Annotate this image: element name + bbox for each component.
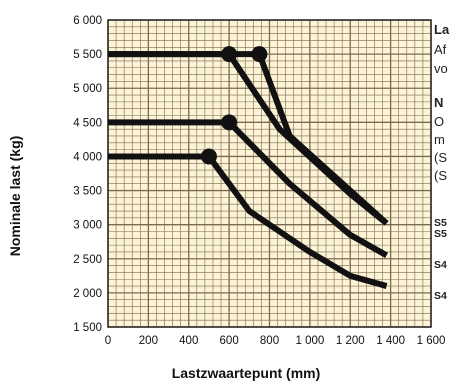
tick-labels: 1 500 2 000 2 500 3 000 3 500 4 000 4 500 5 000…	[73, 15, 445, 347]
side-line-1: Af	[434, 42, 447, 57]
y-tick-label: 4 000	[73, 151, 102, 163]
x-tick-label: 400	[179, 335, 198, 347]
side-heading: La	[434, 22, 450, 37]
series-line-3	[108, 119, 389, 258]
chart-grid	[107, 19, 432, 328]
series-marker-4	[200, 148, 217, 165]
x-axis-title: Lastzwaartepunt (mm)	[172, 365, 321, 381]
y-tick-label: 2 000	[73, 288, 102, 300]
series-line-4	[108, 153, 388, 289]
side-line-5: (S	[434, 150, 447, 165]
side-line-3: O	[434, 114, 445, 129]
y-axis-title: Nominale last (kg)	[7, 136, 23, 257]
x-tick-label: 200	[139, 335, 158, 347]
y-tick-label: 4 500	[73, 117, 102, 129]
series-marker-2	[221, 46, 238, 63]
y-tick-label: 1 500	[73, 322, 102, 334]
x-tick-label: 1 600	[417, 335, 446, 347]
series-label-d: S4	[434, 290, 447, 302]
y-tick-label: 5 500	[73, 49, 102, 61]
y-tick-label: 3 500	[73, 186, 102, 198]
side-line-2: vo	[434, 61, 448, 76]
series-line-2	[108, 51, 389, 226]
side-subheading: N	[434, 95, 444, 110]
x-tick-label: 600	[220, 335, 239, 347]
x-tick-label: 1 000	[295, 335, 324, 347]
side-line-6: (S	[434, 168, 447, 183]
y-tick-label: 5 000	[73, 83, 102, 95]
series-marker-3	[221, 114, 238, 131]
y-tick-label: 6 000	[73, 15, 102, 27]
x-tick-label: 1 200	[336, 335, 365, 347]
series-lines	[108, 46, 389, 289]
y-tick-label: 2 500	[73, 254, 102, 266]
x-tick-label: 0	[105, 335, 111, 347]
series-label-b: S5	[434, 228, 447, 240]
x-tick-label: 1 400	[376, 335, 405, 347]
y-tick-label: 3 000	[73, 220, 102, 232]
series-marker-1	[251, 46, 268, 63]
series-label-a: S5	[434, 217, 447, 229]
side-line-4: m	[434, 132, 445, 147]
plot-border	[107, 19, 432, 328]
series-label-c: S4	[434, 259, 447, 271]
x-tick-label: 800	[260, 335, 279, 347]
